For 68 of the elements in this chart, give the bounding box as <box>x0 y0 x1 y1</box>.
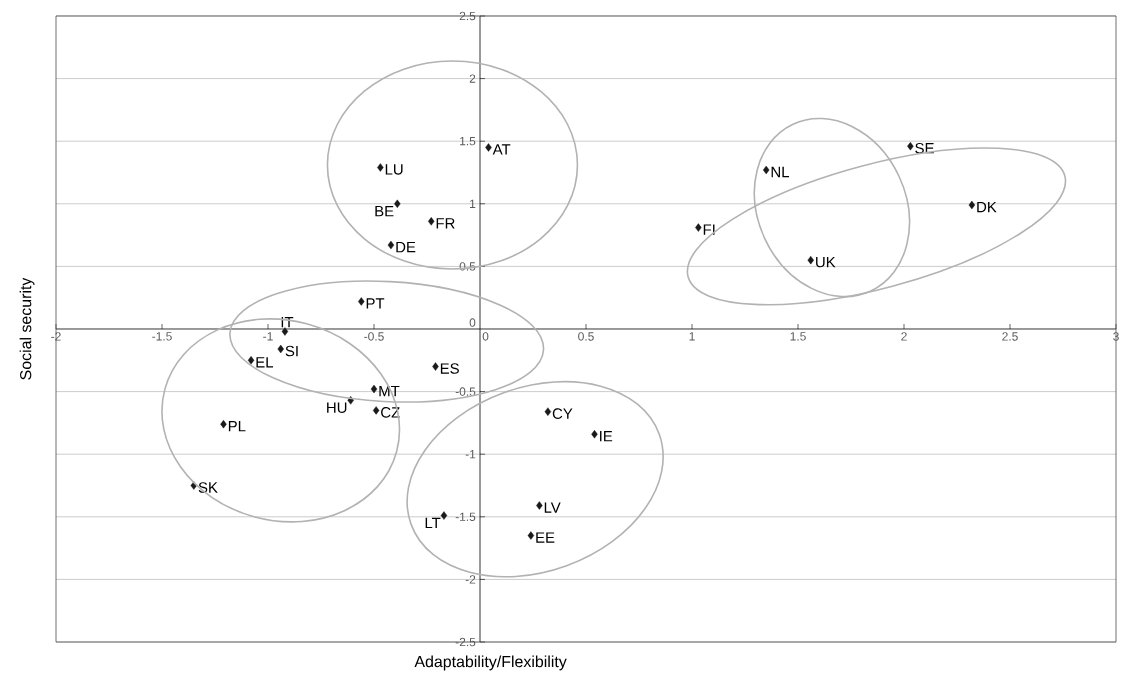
point <box>695 223 702 232</box>
point <box>544 407 552 416</box>
point <box>277 344 284 354</box>
annotation: CY <box>552 408 573 419</box>
x-tick-label: 1 <box>689 332 695 341</box>
point <box>536 501 543 510</box>
point <box>527 531 535 540</box>
x-tick-label: 0.5 <box>578 332 594 341</box>
annotation: HU <box>327 402 347 413</box>
annotation: LT <box>425 517 441 529</box>
y-tick-label: -2 <box>465 575 476 584</box>
x-tick-label: 3 <box>1113 332 1119 341</box>
annotation: NL <box>771 166 790 178</box>
y-tick-label: -1 <box>465 450 476 459</box>
y-tick-label: 2 <box>469 74 476 83</box>
y-tick-label: 1 <box>470 199 476 208</box>
y-axis-title: Social security <box>19 277 35 380</box>
annotation: DE <box>396 241 416 253</box>
annotation: BE <box>375 205 394 217</box>
annotation: EE <box>536 532 555 543</box>
point <box>428 217 435 226</box>
x-tick-label: -2 <box>51 332 61 341</box>
x-tick-label: 2.5 <box>1002 332 1018 341</box>
y-tick-label: 2.5 <box>459 11 476 21</box>
annotation: DK <box>977 201 997 213</box>
point <box>247 356 255 365</box>
x-tick-label: -1 <box>263 332 273 341</box>
x-tick-label: -1.5 <box>152 332 172 341</box>
x-axis-title: Adaptability/Flexibility <box>414 655 567 671</box>
point <box>440 511 448 520</box>
annotation: SI <box>285 345 298 357</box>
point <box>807 255 814 265</box>
annotation: IE <box>600 431 613 442</box>
point <box>591 429 598 439</box>
point <box>432 362 439 371</box>
annotation: FR <box>436 218 455 229</box>
annotation: MT <box>379 385 400 397</box>
point <box>220 419 227 429</box>
point <box>370 384 378 394</box>
annotation: FI <box>703 224 715 235</box>
x-tick-label: 2 <box>901 332 907 341</box>
y-tick-label: 1.5 <box>460 137 476 146</box>
point <box>907 142 914 151</box>
annotation: EL <box>256 357 274 368</box>
annotation: LU <box>385 164 403 175</box>
annotation: UK <box>816 256 836 268</box>
point <box>485 143 492 152</box>
x-tick-label: -0.5 <box>364 332 384 341</box>
point <box>763 165 770 175</box>
x-tick-label: 0 <box>482 332 489 341</box>
annotation: SK <box>198 482 218 493</box>
annotation: LV <box>544 502 561 513</box>
point <box>358 297 365 306</box>
point <box>387 240 395 250</box>
point <box>377 163 384 172</box>
annotation: ES <box>440 363 459 374</box>
x-tick-label: 1.5 <box>790 332 806 341</box>
y-tick-label: -0.5 <box>455 387 476 396</box>
annotation: SE <box>915 142 934 154</box>
y-tick-label: -1.5 <box>455 512 476 521</box>
annotation: AT <box>492 144 511 155</box>
point <box>968 200 976 210</box>
y-tick-label: 0 <box>469 318 476 327</box>
point <box>372 406 380 415</box>
annotation: PT <box>366 298 385 309</box>
point <box>394 199 401 208</box>
y-tick-label: -2.5 <box>455 637 476 647</box>
annotation: PL <box>228 421 246 432</box>
